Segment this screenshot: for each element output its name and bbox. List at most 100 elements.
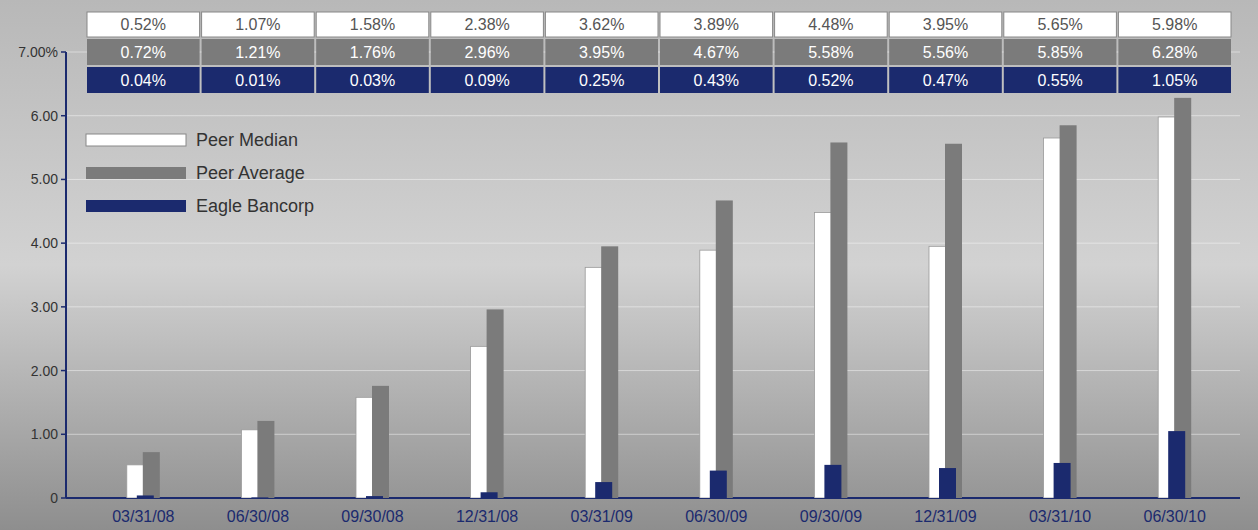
tick-label: 0 [50,490,58,506]
value-label: 2.38% [464,16,509,33]
tick-label: 1.00 [31,426,58,442]
background [0,0,1258,530]
table-cell [660,12,773,37]
table-cell [202,39,315,65]
x-tick-label: 06/30/08 [227,508,289,525]
x-tick-label: 06/30/09 [685,508,747,525]
bar [251,497,268,498]
bar [700,250,717,498]
table-cell [889,39,1002,65]
bar [137,495,154,498]
table-cell [431,39,544,65]
bar [1060,125,1077,498]
value-label: 0.04% [121,72,166,89]
table-cell [87,67,200,93]
value-label: 1.21% [235,44,280,61]
value-label: 0.72% [121,44,166,61]
x-tick-label: 03/31/10 [1029,508,1091,525]
value-label: 4.48% [808,16,853,33]
bar [1044,138,1061,498]
tick-label: 3.00 [31,299,58,315]
table-cell [775,67,888,93]
bar [471,346,488,498]
bar [716,200,733,498]
bar [1054,463,1071,498]
bars [127,98,1191,498]
tick-label: 4.00 [31,235,58,251]
value-label: 0.03% [350,72,395,89]
value-label: 0.47% [923,72,968,89]
grid-line [66,115,1240,116]
table-cell [202,67,315,93]
bar [372,386,389,498]
table-cell [431,67,544,93]
bar [595,482,612,498]
bar [1168,431,1185,498]
table-cell [775,12,888,37]
value-label: 0.55% [1037,72,1082,89]
x-tick-label: 03/31/09 [571,508,633,525]
table-cell [545,39,658,65]
bar [585,267,602,498]
bar [939,468,956,498]
table-cell [660,39,773,65]
value-label: 0.52% [808,72,853,89]
value-label: 4.67% [694,44,739,61]
value-label: 3.95% [579,44,624,61]
legend-label: Peer Average [196,163,305,183]
value-label: 3.95% [923,16,968,33]
bar [487,309,504,498]
bar [601,246,618,498]
bar [143,452,160,498]
bar [710,471,727,498]
table-cell [316,39,429,65]
table-cell [660,67,773,93]
value-label: 0.25% [579,72,624,89]
value-label: 1.76% [350,44,395,61]
chart: 01.002.003.004.005.006.007.00%03/31/0806… [0,0,1258,530]
x-tick-label: 03/31/08 [112,508,174,525]
value-label: 5.85% [1037,44,1082,61]
value-label: 1.07% [235,16,280,33]
table-cell [1004,12,1117,37]
x-tick-label: 06/30/10 [1144,508,1206,525]
tick-label: 7.00% [18,44,58,60]
table-cell [545,67,658,93]
table-cell [431,12,544,37]
x-tick-label: 09/30/08 [341,508,403,525]
legend-swatch [86,167,186,179]
table-cell [889,12,1002,37]
bar [366,496,383,498]
table-cell [316,12,429,37]
value-label: 1.58% [350,16,395,33]
table-cell [1118,67,1231,93]
bar [481,492,498,498]
table-cell [202,12,315,37]
value-label: 0.01% [235,72,280,89]
bar [824,465,841,498]
table-cell [775,39,888,65]
table-cell [545,12,658,37]
table-cell [87,12,200,37]
value-label: 5.98% [1152,16,1197,33]
table-cell [1118,39,1231,65]
tick-label: 2.00 [31,363,58,379]
x-tick-label: 09/30/09 [800,508,862,525]
value-label: 0.43% [694,72,739,89]
legend-swatch [86,134,186,146]
legend-swatch [86,200,186,212]
table-cell [316,67,429,93]
legend-label: Peer Median [196,130,298,150]
bar [929,246,946,498]
bar [356,397,373,498]
y-axis [65,52,67,498]
legend-label: Eagle Bancorp [196,196,314,216]
value-label: 5.56% [923,44,968,61]
x-tick-label: 12/31/08 [456,508,518,525]
value-label: 2.96% [464,44,509,61]
bar [241,430,258,498]
table-cell [1004,39,1117,65]
tick-label: 5.00 [31,171,58,187]
bar [830,142,847,498]
value-label: 0.09% [464,72,509,89]
